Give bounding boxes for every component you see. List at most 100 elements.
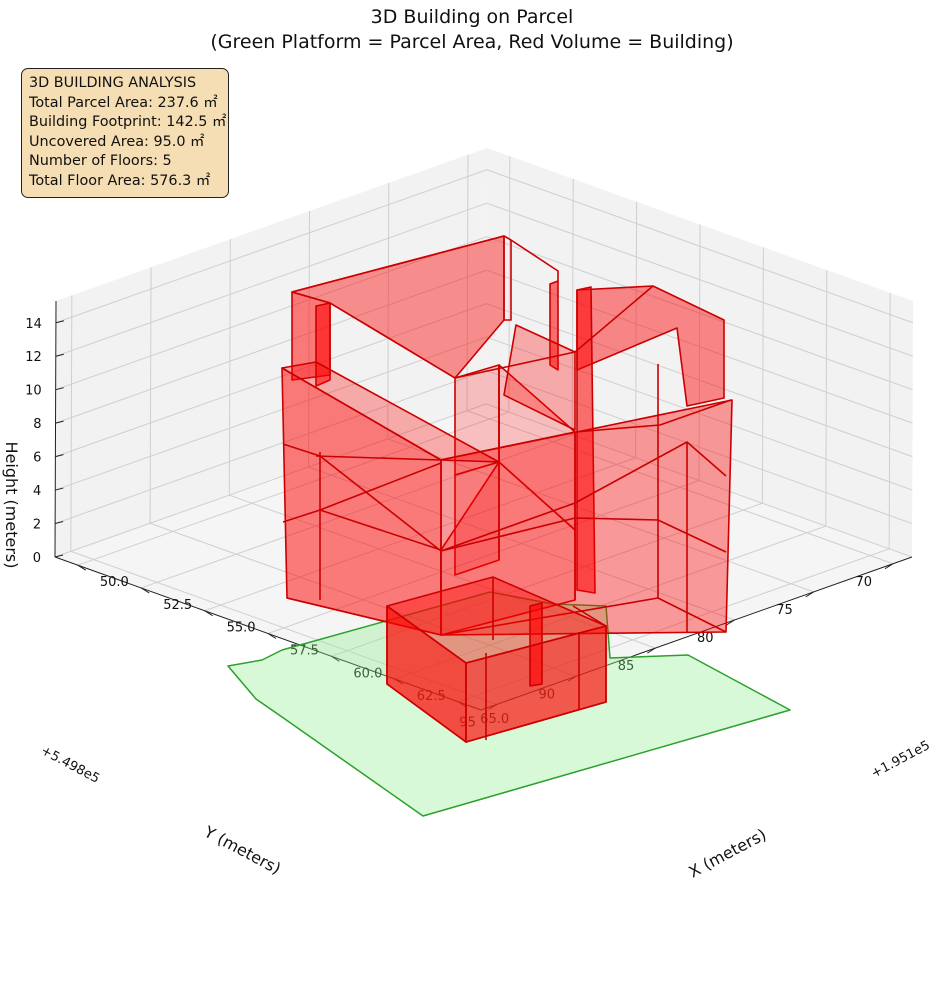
z-axis-line (54, 300, 57, 558)
y-tick (567, 675, 577, 682)
building-column-stack (576, 286, 596, 594)
z-tick-label: 10 (25, 384, 42, 399)
analysis-box: 3D BUILDING ANALYSIS Total Parcel Area: … (21, 68, 229, 198)
gridline-z-left (55, 336, 487, 491)
x-offset-label: +1.951e5 (869, 738, 933, 781)
z-tick-label: 0 (33, 551, 41, 566)
z-tick-label: 6 (33, 451, 41, 466)
y-axis-label: Y (meters) (200, 822, 284, 879)
lower-block-edge (572, 605, 607, 627)
gridline-y-wall (466, 154, 469, 411)
back-pane-left (55, 148, 487, 557)
gridline-y-wall (228, 239, 231, 496)
y-tick (488, 703, 498, 710)
x-tick (204, 610, 213, 617)
gridline-z-left (54, 403, 487, 558)
gridline-x-wall (571, 178, 574, 435)
gridline-z-right (485, 403, 913, 558)
building-roof-notch (503, 324, 576, 431)
z-tick-label: 8 (33, 417, 41, 432)
x-axis-label: X (meters) (685, 825, 769, 882)
z-tick-label: 12 (25, 350, 42, 365)
z-tick-label: 14 (25, 317, 42, 332)
ticks: 50.052.555.057.560.062.565.0707580859095… (25, 317, 894, 730)
gridline-z-left (55, 169, 488, 324)
y-tick (805, 591, 815, 598)
vertical-edge (503, 236, 512, 321)
gridline-x-wall (888, 292, 891, 549)
gridline-z-left (55, 303, 487, 458)
gridline-z-left (54, 370, 487, 525)
y-offset-label: +5.498e5 (38, 743, 102, 786)
analysis-line: Total Parcel Area: 237.6 ㎡ (29, 94, 218, 111)
y-tick (884, 563, 894, 570)
y-tick-label: 85 (618, 659, 635, 674)
x-tick-label: 57.5 (290, 644, 319, 659)
gridline-z-left (55, 202, 487, 357)
y-tick-label: 75 (776, 603, 793, 618)
building-volume (281, 235, 733, 743)
gridline-z-left (55, 269, 487, 424)
z-axis-label: Height (meters) (2, 442, 21, 569)
floor-line (282, 441, 727, 552)
x-tick (140, 587, 150, 594)
x-tick-label: 52.5 (163, 598, 192, 613)
gridline-x-wall (635, 201, 638, 458)
gridline-z-left (55, 236, 487, 391)
analysis-line: Building Footprint: 142.5 ㎡ (29, 114, 227, 131)
building-column (549, 280, 559, 371)
z-tick (55, 420, 64, 424)
building-upper-right (576, 285, 725, 407)
z-tick (55, 487, 64, 491)
gridline-x-wall (761, 247, 764, 504)
gridline-z-right (486, 202, 913, 357)
gridlines (54, 154, 914, 705)
z-tick (55, 521, 64, 525)
analysis-line: Number of Floors: 5 (29, 153, 172, 170)
x-tick-label: 55.0 (227, 621, 256, 636)
analysis-heading: 3D BUILDING ANALYSIS (29, 75, 197, 91)
y-axis-line (480, 556, 913, 711)
gridline-x-wall (825, 270, 828, 527)
x-tick-label: 60.0 (353, 666, 382, 681)
z-tick-label: 2 (33, 518, 41, 533)
x-tick (267, 633, 277, 639)
gridline-x-floor (394, 525, 826, 680)
chart-title: 3D Building on Parcel (370, 6, 574, 28)
gridline-z-right (486, 169, 914, 324)
z-tick (55, 454, 64, 458)
gridline-x-wall (698, 224, 701, 481)
gridline-y-wall (387, 182, 390, 439)
roof-outline (329, 285, 654, 379)
z-tick (54, 554, 64, 558)
gridline-z-right (486, 236, 913, 391)
gridline-y-wall (70, 295, 73, 552)
x-tick-label: 50.0 (100, 575, 129, 590)
y-tick (647, 647, 656, 654)
floor-line (440, 517, 727, 553)
z-tick-label: 4 (33, 484, 41, 499)
analysis-line: Total Floor Area: 576.3 ㎡ (29, 172, 211, 189)
x-tick (77, 564, 87, 571)
y-tick (726, 619, 735, 626)
chart-subtitle: (Green Platform = Parcel Area, Red Volum… (210, 31, 734, 53)
building-column (315, 302, 331, 387)
lower-block-edge (386, 605, 607, 664)
z-tick (55, 353, 64, 357)
x-tick-label: 65.0 (480, 712, 509, 727)
z-tick (55, 387, 64, 391)
floor-line (286, 597, 727, 636)
y-tick-label: 70 (855, 575, 872, 590)
gridline-z-right (485, 370, 913, 525)
x-tick (331, 655, 340, 662)
gridline-y-floor (466, 410, 894, 565)
y-tick-label: 90 (539, 687, 556, 702)
analysis-line: Uncovered Area: 95.0 ㎡ (29, 133, 205, 150)
parcel-polygon (227, 591, 791, 817)
gridline-y-floor (387, 438, 814, 593)
y-tick-label: 80 (697, 631, 714, 646)
gridline-y-wall (149, 267, 152, 524)
parcel-platform (227, 591, 791, 817)
